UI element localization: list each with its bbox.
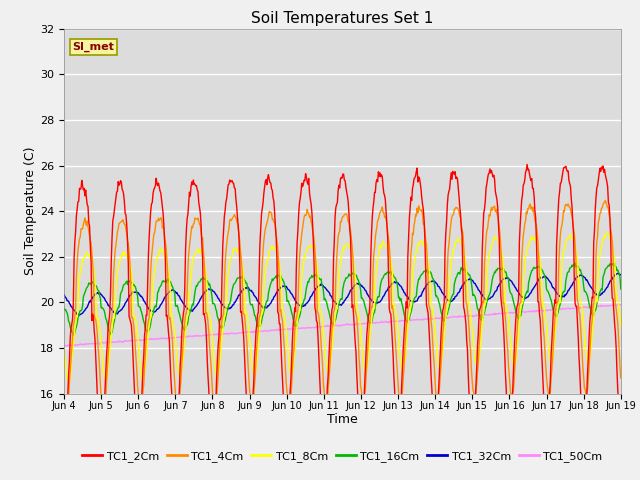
Text: SI_met: SI_met — [72, 42, 114, 52]
X-axis label: Time: Time — [327, 413, 358, 426]
Legend: TC1_2Cm, TC1_4Cm, TC1_8Cm, TC1_16Cm, TC1_32Cm, TC1_50Cm: TC1_2Cm, TC1_4Cm, TC1_8Cm, TC1_16Cm, TC1… — [78, 446, 607, 467]
Title: Soil Temperatures Set 1: Soil Temperatures Set 1 — [252, 11, 433, 26]
Y-axis label: Soil Temperature (C): Soil Temperature (C) — [24, 147, 37, 276]
